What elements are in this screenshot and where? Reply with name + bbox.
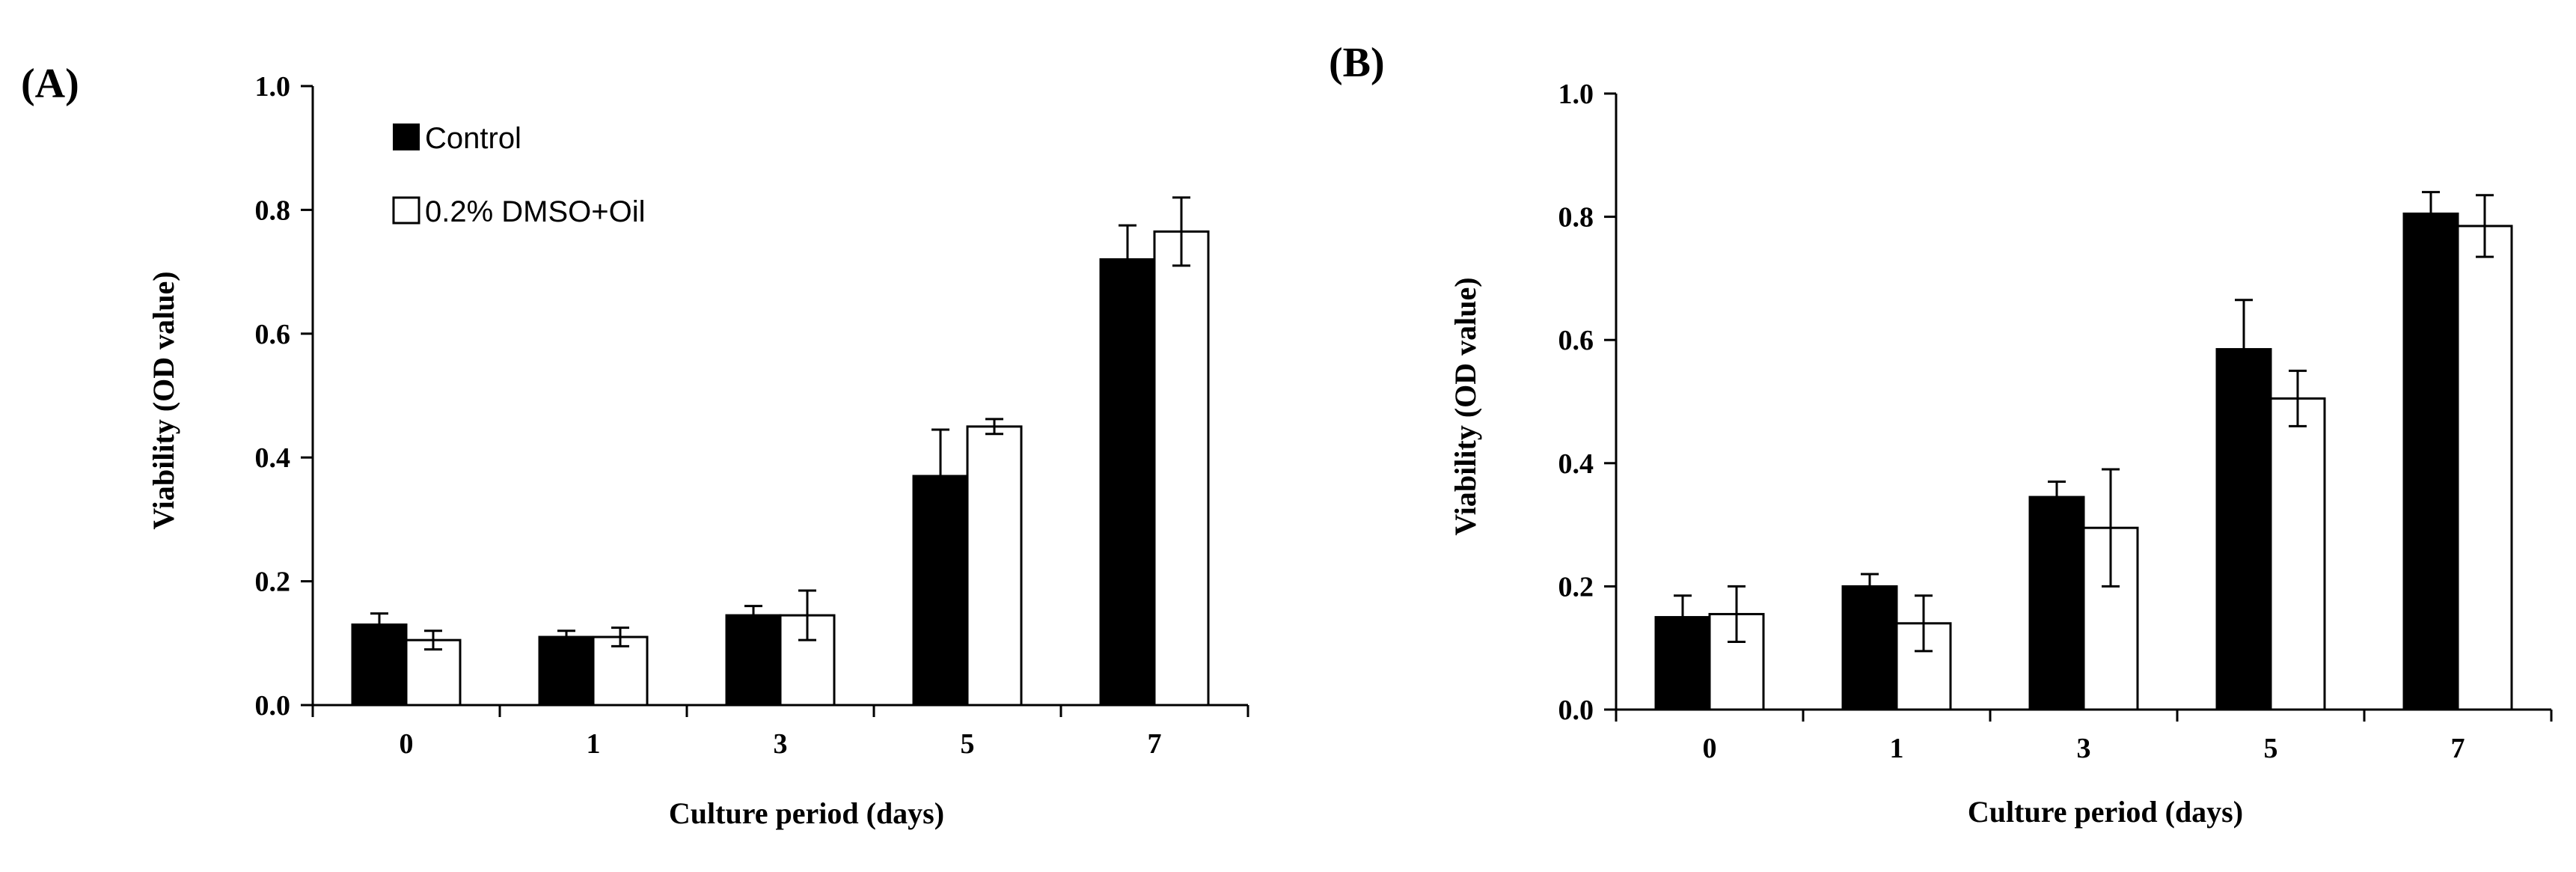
x-tick-label: 3 <box>774 728 788 760</box>
y-axis-title-a: Viability (OD value) <box>147 271 180 529</box>
panel-label-b: (B) <box>1329 40 1385 86</box>
y-tick-label: 0.0 <box>255 690 291 722</box>
y-tick-label: 0.2 <box>255 567 291 598</box>
bar <box>1841 585 1898 711</box>
x-tick-label: 1 <box>1890 733 1904 764</box>
y-tick-label: 0.6 <box>1558 325 1594 356</box>
bar <box>1099 258 1156 707</box>
x-tick-label: 7 <box>1148 728 1162 760</box>
bar <box>2215 348 2272 711</box>
y-tick-label: 0.4 <box>255 442 291 474</box>
x-axis-title-a: Culture period (days) <box>669 796 944 830</box>
x-axis-title-b: Culture period (days) <box>1968 795 2243 829</box>
x-tick-label: 0 <box>400 728 414 760</box>
x-tick-label: 5 <box>961 728 975 760</box>
bar <box>538 635 595 707</box>
bar <box>725 614 782 707</box>
y-tick-label: 1.0 <box>255 71 291 103</box>
bar <box>966 425 1023 707</box>
panel-label-a: (A) <box>21 61 79 107</box>
legend-a: Control 0.2% DMSO+Oil <box>392 122 646 228</box>
x-tick-label: 7 <box>2451 733 2465 764</box>
y-tick-label: 0.8 <box>255 195 291 226</box>
x-tick-label: 1 <box>587 728 601 760</box>
y-tick-label: 0.6 <box>255 319 291 350</box>
plot-area-b: 0.0 0.2 0.4 0.6 0.8 1.0 0 1 3 5 7 <box>1558 79 2553 764</box>
panel-a: (A) Viability (OD value) Culture period … <box>21 61 1249 830</box>
panel-b: (B) Viability (OD value) Culture period … <box>1329 40 2553 829</box>
legend-swatch-control <box>393 124 420 150</box>
bar <box>1153 230 1210 707</box>
plot-area-a: 0.0 0.2 0.4 0.6 0.8 1.0 0 1 3 5 7 <box>255 71 1249 760</box>
y-tick-label: 0.2 <box>1558 571 1594 603</box>
legend-label-dmso-oil: 0.2% DMSO+Oil <box>425 195 646 228</box>
y-tick-label: 0.0 <box>1558 695 1594 726</box>
bar <box>2402 212 2459 711</box>
legend-swatch-dmso-oil <box>392 196 420 225</box>
x-tick-label: 3 <box>2077 733 2091 764</box>
y-axis-title-b: Viability (OD value) <box>1448 277 1482 535</box>
legend-label-control: Control <box>425 122 521 155</box>
bar <box>2456 225 2513 711</box>
bar <box>2269 397 2326 711</box>
x-tick-label: 0 <box>1703 733 1717 764</box>
x-tick-label: 5 <box>2264 733 2278 764</box>
bar <box>2028 496 2085 711</box>
y-tick-label: 0.8 <box>1558 202 1594 234</box>
y-tick-label: 1.0 <box>1558 79 1594 110</box>
y-tick-label: 0.4 <box>1558 448 1594 480</box>
